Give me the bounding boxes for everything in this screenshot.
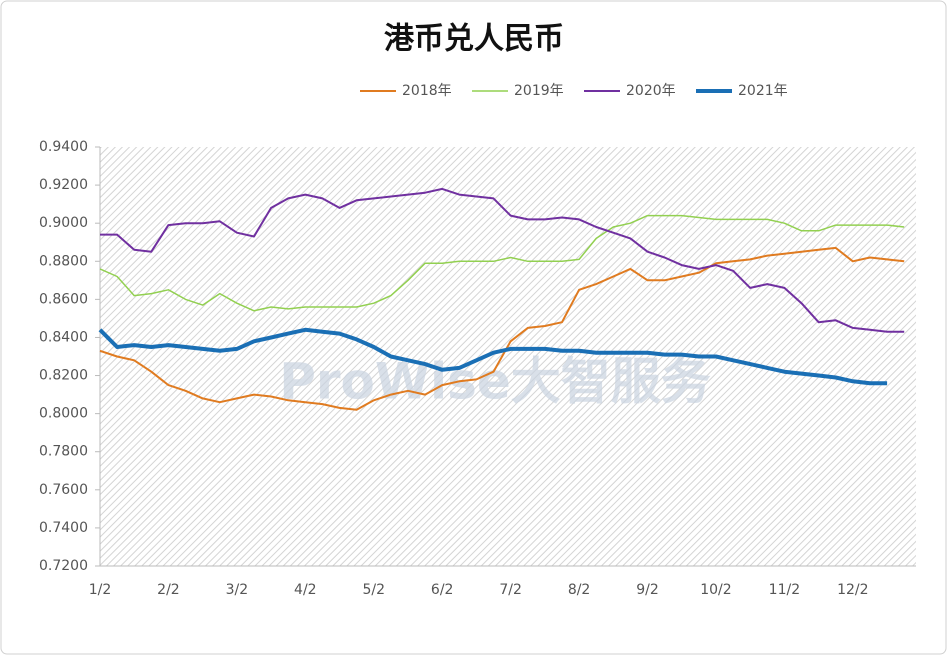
y-tick-label: 0.8400 bbox=[39, 329, 88, 345]
x-tick-label: 9/2 bbox=[636, 582, 659, 598]
chart-title: 港币兑人民币 bbox=[384, 22, 564, 57]
legend-label: 2019年 bbox=[514, 83, 564, 99]
legend-label: 2020年 bbox=[626, 83, 676, 99]
y-tick-label: 0.7800 bbox=[39, 444, 88, 460]
y-tick-label: 0.7400 bbox=[39, 520, 88, 536]
y-tick-label: 0.7600 bbox=[39, 482, 88, 498]
y-tick-label: 0.9000 bbox=[39, 215, 88, 231]
x-tick-label: 4/2 bbox=[294, 582, 317, 598]
x-tick-label: 12/2 bbox=[837, 582, 868, 598]
x-tick-label: 6/2 bbox=[431, 582, 454, 598]
series-line bbox=[99, 214, 905, 312]
y-tick-label: 0.9200 bbox=[39, 177, 88, 193]
x-tick-label: 8/2 bbox=[568, 582, 591, 598]
series-line bbox=[98, 327, 888, 386]
series-line bbox=[99, 246, 905, 411]
watermark: ProWise大智服务 bbox=[279, 353, 711, 411]
x-tick-label: 5/2 bbox=[362, 582, 385, 598]
legend-label: 2018年 bbox=[402, 83, 452, 99]
y-tick-label: 0.8600 bbox=[39, 291, 88, 307]
x-tick-label: 3/2 bbox=[226, 582, 249, 598]
legend-label: 2021年 bbox=[738, 83, 788, 99]
y-tick-label: 0.8000 bbox=[39, 406, 88, 422]
plot-area bbox=[100, 147, 916, 566]
x-tick-label: 11/2 bbox=[769, 582, 800, 598]
y-tick-label: 0.7200 bbox=[39, 558, 88, 574]
y-tick-label: 0.9400 bbox=[39, 139, 88, 155]
x-tick-label: 7/2 bbox=[499, 582, 522, 598]
x-tick-label: 10/2 bbox=[700, 582, 731, 598]
x-tick-label: 1/2 bbox=[89, 582, 112, 598]
x-tick-label: 2/2 bbox=[157, 582, 180, 598]
y-tick-label: 0.8800 bbox=[39, 253, 88, 269]
y-tick-label: 0.8200 bbox=[39, 368, 88, 384]
series-line bbox=[100, 187, 905, 333]
